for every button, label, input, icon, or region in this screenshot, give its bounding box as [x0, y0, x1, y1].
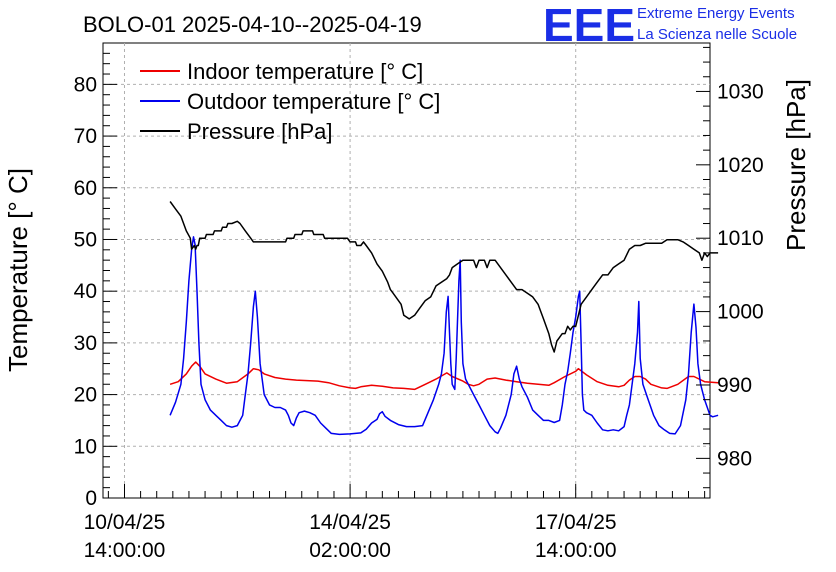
plot-frame [102, 42, 711, 499]
y-tick-label: 70 [74, 125, 97, 148]
y2-axis-title: Pressure [hPa] [781, 79, 811, 251]
logo-line-1: Extreme Energy Events [637, 5, 795, 22]
x-tick-label-date: 10/04/25 [84, 511, 166, 534]
y-tick-label: 20 [74, 384, 97, 407]
y-tick-label: 50 [74, 228, 97, 251]
legend-label-outdoor: Outdoor temperature [° C] [187, 89, 440, 114]
y2-tick-label: 1010 [717, 227, 764, 250]
x-tick-label-date: 17/04/25 [535, 511, 617, 534]
chart-title: BOLO-01 2025-04-10--2025-04-19 [83, 12, 422, 37]
grid-lines [103, 43, 710, 498]
axes-layer: 0102030405060708098099010001010102010301… [74, 42, 764, 562]
x-tick-label-time: 14:00:00 [535, 539, 617, 562]
y2-tick-label: 1020 [717, 154, 764, 177]
y2-tick-label: 1030 [717, 80, 764, 103]
y-tick-label: 60 [74, 177, 97, 200]
y2-tick-label: 990 [717, 374, 752, 397]
pressure-line [169, 201, 719, 353]
x-tick-label-time: 14:00:00 [84, 539, 166, 562]
y-tick-label: 30 [74, 332, 97, 355]
x-tick-label-date: 14/04/25 [309, 511, 391, 534]
outdoor-temperature-line [169, 236, 719, 436]
legend: Indoor temperature [° C] Outdoor tempera… [140, 59, 440, 144]
y-tick-label: 80 [74, 73, 97, 96]
legend-label-indoor: Indoor temperature [° C] [187, 59, 423, 84]
y2-tick-label: 1000 [717, 301, 764, 324]
eee-logo: EEE Extreme Energy Events La Scienza nel… [543, 0, 797, 51]
x-tick-label-time: 02:00:00 [309, 539, 391, 562]
legend-label-pressure: Pressure [hPa] [187, 119, 333, 144]
y-tick-label: 10 [74, 435, 97, 458]
y-axis-title: Temperature [° C] [3, 168, 33, 372]
y2-tick-label: 980 [717, 447, 752, 470]
series-layer [169, 201, 719, 436]
y-tick-label: 0 [85, 487, 97, 510]
y-tick-label: 40 [74, 280, 97, 303]
logo-line-2: La Scienza nelle Scuole [637, 26, 797, 43]
